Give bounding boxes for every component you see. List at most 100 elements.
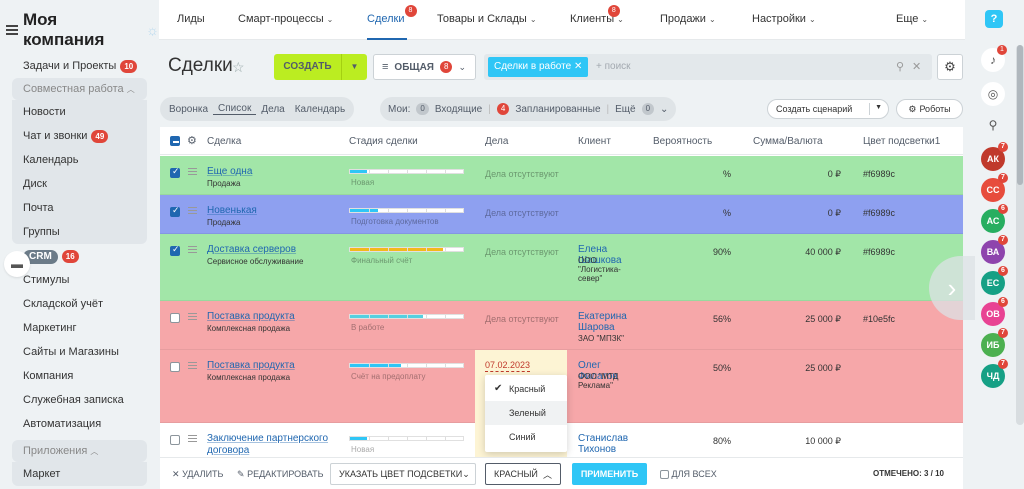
sidebar-item-warehouse[interactable]: Складской учёт bbox=[0, 292, 159, 316]
drag-handle-icon[interactable] bbox=[188, 362, 197, 369]
client-name[interactable]: Екатерина Шарова bbox=[578, 311, 627, 333]
deal-title[interactable]: Поставка продукта bbox=[207, 311, 295, 322]
sidebar-group-collab[interactable]: Совместная работа ︿ bbox=[12, 78, 147, 100]
drag-handle-icon[interactable] bbox=[188, 207, 197, 214]
drag-handle-icon[interactable] bbox=[188, 313, 197, 320]
delete-button[interactable]: ✕ УДАЛИТЬ bbox=[172, 469, 223, 480]
sidebar-item-calendar[interactable]: Календарь bbox=[12, 148, 147, 172]
sidebar-item-crm[interactable]: CRM 16 bbox=[0, 244, 159, 268]
tab-settings[interactable]: Настройки ⌄ bbox=[752, 13, 816, 25]
user-avatar[interactable]: ЧД 7 bbox=[981, 359, 1008, 388]
sidebar-item-company[interactable]: Компания bbox=[0, 364, 159, 388]
row-checkbox[interactable] bbox=[170, 205, 180, 217]
chevron-down-icon[interactable]: ▼ bbox=[341, 54, 367, 80]
for-all-checkbox[interactable] bbox=[660, 470, 669, 480]
clear-icon[interactable]: ✕ bbox=[912, 61, 922, 73]
for-all-toggle[interactable]: ДЛЯ ВСЕХ bbox=[660, 469, 717, 480]
search-icon[interactable]: ⚲ bbox=[896, 61, 905, 73]
messages-icon[interactable]: ◎ bbox=[981, 82, 1005, 106]
sidebar-item-mail[interactable]: Почта bbox=[12, 196, 147, 220]
stage-progress[interactable] bbox=[349, 436, 464, 441]
column-header-sum[interactable]: Сумма/Валюта bbox=[753, 136, 823, 147]
search-icon[interactable]: ⚲ bbox=[988, 118, 998, 132]
sidebar-item-incentives[interactable]: Стимулы bbox=[0, 268, 159, 292]
drag-handle-icon[interactable] bbox=[188, 435, 197, 442]
column-header-stage[interactable]: Стадия сделки bbox=[349, 136, 418, 147]
deal-title[interactable]: Новенькая bbox=[207, 205, 257, 216]
filter-button[interactable]: ≡ ОБЩАЯ 8 ⌄ bbox=[373, 54, 476, 80]
search-input[interactable]: + поиск bbox=[596, 61, 631, 72]
tab-deals[interactable]: Сделки 8 bbox=[367, 5, 417, 25]
deal-title[interactable]: Доставка серверов bbox=[207, 244, 297, 255]
view-list[interactable]: Список bbox=[213, 103, 257, 115]
view-funnel[interactable]: Воронка bbox=[169, 103, 209, 115]
client-name[interactable]: Станислав Тихонов bbox=[578, 433, 629, 455]
bell-icon[interactable]: ♪ 1 bbox=[981, 45, 1007, 72]
color-option-blue[interactable]: Синий bbox=[485, 425, 567, 449]
planned-link[interactable]: Запланированные bbox=[515, 103, 601, 115]
view-activities[interactable]: Дела bbox=[261, 103, 285, 115]
scroll-thumb[interactable] bbox=[1017, 45, 1023, 185]
set-highlight-color-select[interactable]: УКАЗАТЬ ЦВЕТ ПОДСВЕТКИ ⌄ bbox=[330, 463, 476, 485]
user-avatar[interactable]: АС 6 bbox=[981, 204, 1008, 233]
user-avatar[interactable]: ВА 7 bbox=[981, 235, 1008, 264]
table-row[interactable]: Поставка продукта Комплексная продажа В … bbox=[160, 301, 963, 350]
stage-progress[interactable] bbox=[349, 208, 464, 213]
sidebar-item-chat[interactable]: Чат и звонки 49 bbox=[12, 124, 147, 148]
column-header-probability[interactable]: Вероятность bbox=[653, 136, 713, 147]
user-avatar[interactable]: ЕС 6 bbox=[981, 266, 1008, 295]
user-avatar[interactable]: ИБ 7 bbox=[981, 328, 1008, 357]
sidebar-item-memo[interactable]: Служебная записка bbox=[0, 388, 159, 412]
deal-title[interactable]: Заключение партнерского договора bbox=[207, 433, 329, 456]
search-field[interactable]: Сделки в работе ✕ + поиск ⚲ ✕ bbox=[484, 54, 932, 80]
row-checkbox[interactable] bbox=[170, 166, 180, 178]
sidebar-group-apps[interactable]: Приложения ︿ bbox=[12, 440, 147, 462]
row-checkbox[interactable] bbox=[170, 435, 180, 445]
chevron-down-icon[interactable]: ⌄ bbox=[660, 103, 669, 115]
sidebar-item-marketing[interactable]: Маркетинг bbox=[0, 316, 159, 340]
stage-progress[interactable] bbox=[349, 169, 464, 174]
row-checkbox[interactable] bbox=[170, 244, 180, 256]
more-link[interactable]: Ещё bbox=[615, 103, 636, 115]
table-row[interactable]: Доставка серверов Сервисное обслуживание… bbox=[160, 234, 963, 301]
tab-clients[interactable]: Клиенты ⌄ 8 bbox=[570, 5, 624, 25]
menu-icon[interactable] bbox=[6, 25, 18, 35]
help-icon[interactable]: ? bbox=[985, 10, 1003, 28]
deal-title[interactable]: Еще одна bbox=[207, 166, 253, 177]
edit-button[interactable]: ✎ РЕДАКТИРОВАТЬ bbox=[237, 469, 324, 480]
column-header-deal[interactable]: Сделка bbox=[207, 136, 242, 147]
settings-gear-button[interactable]: ⚙ bbox=[937, 54, 963, 80]
drag-handle-icon[interactable] bbox=[188, 246, 197, 253]
tab-sales[interactable]: Продажи ⌄ bbox=[660, 13, 716, 25]
select-all-checkbox[interactable] bbox=[170, 136, 180, 146]
sidebar-item-sites[interactable]: Сайты и Магазины bbox=[0, 340, 159, 364]
column-header-activities[interactable]: Дела bbox=[485, 136, 509, 147]
stage-progress[interactable] bbox=[349, 363, 464, 368]
table-row[interactable]: Новенькая Продажа Подготовка документов … bbox=[160, 195, 963, 234]
sidebar-item-disk[interactable]: Диск bbox=[12, 172, 147, 196]
create-scenario-button[interactable]: Создать сценарий ▼ bbox=[767, 99, 889, 119]
color-option-green[interactable]: Зеленый bbox=[485, 401, 567, 425]
activity-date[interactable]: 07.02.2023 bbox=[485, 360, 531, 372]
tab-products[interactable]: Товары и Склады ⌄ bbox=[437, 13, 537, 25]
sidebar-item-market[interactable]: Маркет bbox=[12, 462, 147, 486]
sidebar-item-news[interactable]: Новости bbox=[12, 100, 147, 124]
tab-more[interactable]: Еще ⌄ bbox=[896, 13, 928, 25]
page-scrollbar[interactable] bbox=[1016, 45, 1024, 425]
stage-progress[interactable] bbox=[349, 247, 464, 252]
row-checkbox[interactable] bbox=[170, 313, 180, 323]
logo[interactable]: Моя компания ☼ bbox=[6, 10, 159, 50]
sidebar-item-tasks[interactable]: Задачи и Проекты 10 bbox=[0, 54, 159, 78]
user-avatar[interactable]: СС 7 bbox=[981, 173, 1008, 202]
star-icon[interactable]: ☆ bbox=[232, 59, 245, 75]
stage-progress[interactable] bbox=[349, 314, 464, 319]
chat-icon[interactable]: ▬ bbox=[4, 251, 30, 277]
column-header-client[interactable]: Клиент bbox=[578, 136, 611, 147]
scroll-right-button[interactable]: › bbox=[929, 256, 975, 320]
client-name[interactable]: Олег Филатов bbox=[578, 360, 618, 382]
apply-button[interactable]: ПРИМЕНИТЬ bbox=[572, 463, 647, 485]
row-checkbox[interactable] bbox=[170, 362, 180, 372]
search-filter-tag[interactable]: Сделки в работе ✕ bbox=[488, 57, 589, 77]
chevron-down-icon[interactable]: ▼ bbox=[875, 104, 882, 111]
incoming-link[interactable]: Входящие bbox=[434, 103, 483, 115]
